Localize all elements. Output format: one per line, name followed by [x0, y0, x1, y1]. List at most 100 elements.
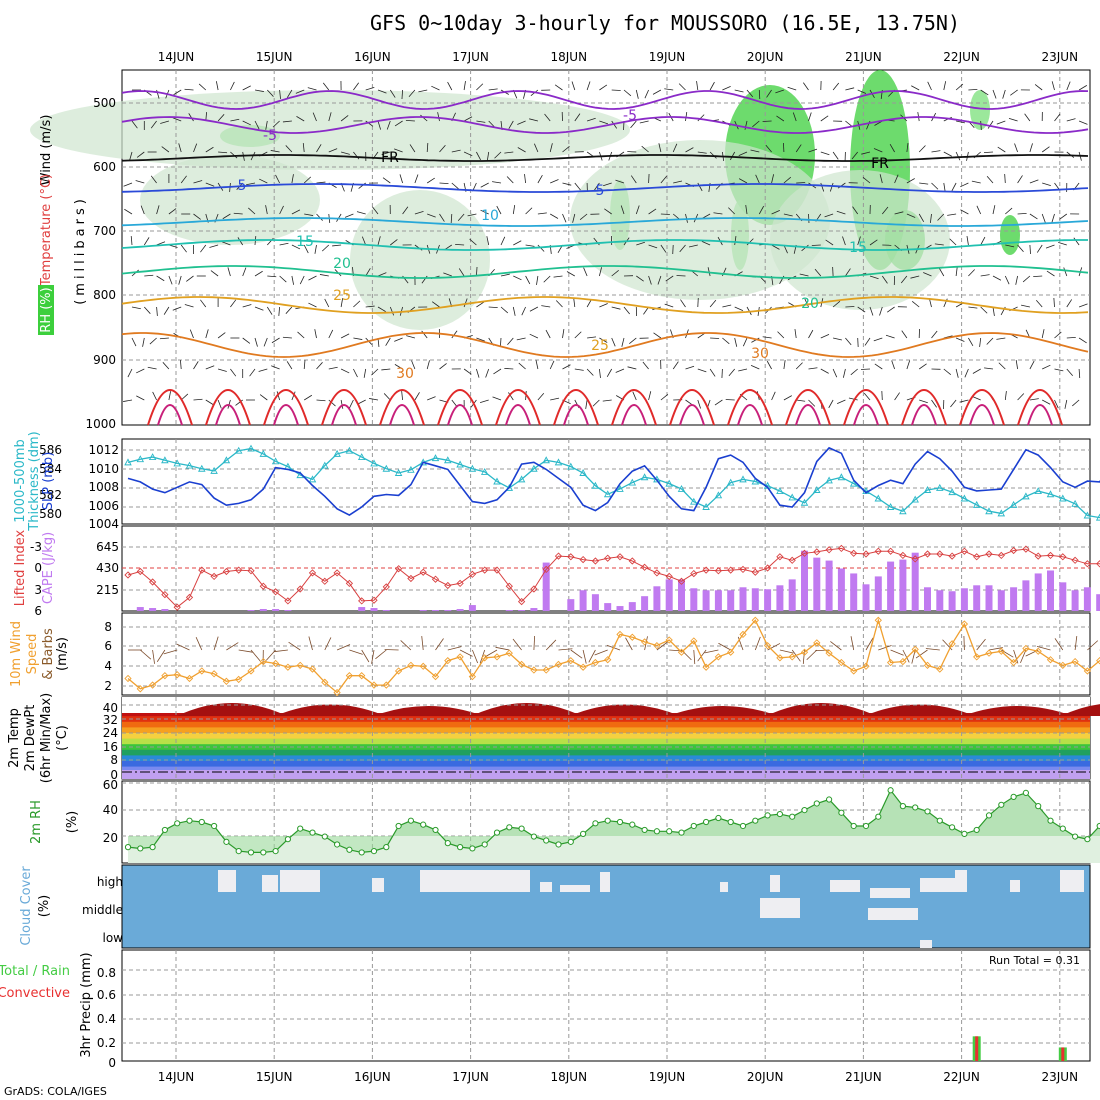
thickness-marker [148, 453, 157, 461]
cape-bar [616, 606, 624, 611]
wind-barb [1078, 368, 1081, 379]
hot-contour [795, 404, 821, 426]
wind-barb [439, 213, 445, 222]
wind-barb [321, 244, 330, 252]
cloud-clear-gap [540, 882, 552, 892]
wind-barb [1045, 244, 1055, 249]
wind-barb [997, 146, 1006, 153]
cape-bar [579, 590, 587, 611]
rh2m-marker [567, 838, 574, 845]
thickness-slp-frame [121, 438, 1091, 525]
wind-barb [304, 213, 314, 216]
wind10-barb [594, 649, 608, 656]
wind-barb [390, 239, 398, 246]
lifted-index-marker [431, 575, 440, 583]
wind-barb [353, 82, 360, 91]
cape-bar [948, 591, 956, 611]
wind-barb [937, 213, 945, 221]
rh2m-marker [346, 846, 353, 853]
cloud-label-a: Cloud Cover [19, 866, 34, 946]
top-day-label: 17JUN [452, 50, 489, 64]
warm-contour [437, 389, 483, 426]
rh2m-marker [137, 845, 144, 852]
cape-bar [468, 605, 476, 611]
rh2m-marker [1022, 789, 1030, 797]
wind-barb [385, 337, 391, 346]
cape-bar [641, 596, 649, 611]
wind-barb [709, 299, 717, 308]
lifted-index-marker [321, 577, 329, 585]
axis-tick-label: 1006 [88, 499, 119, 513]
cape-bar [1096, 594, 1100, 611]
wind-barb [808, 112, 812, 122]
wind-barb [930, 213, 932, 223]
wind-barb [611, 337, 616, 347]
wind-barb [992, 306, 995, 316]
wind-barb [976, 205, 982, 215]
wind-barb [771, 391, 776, 401]
lifted-index-marker [468, 570, 477, 578]
cape-bar [1022, 580, 1030, 611]
thickness-marker [493, 477, 501, 485]
lifted-index-marker [973, 553, 981, 561]
wind-barb [123, 182, 133, 187]
wind-barb [529, 306, 539, 312]
wind-barb [734, 306, 744, 312]
wind10-marker [247, 667, 255, 675]
axis-tick-label: 0.2 [97, 1036, 116, 1050]
precip-convective-bar [975, 1036, 979, 1061]
wind-barb [242, 120, 251, 126]
rh2m-marker [506, 824, 513, 831]
rh2m-marker [813, 800, 820, 807]
wind-barb [1029, 179, 1039, 184]
wind10-marker [148, 681, 157, 689]
wind-barb [679, 244, 686, 253]
lifted-index-marker [554, 552, 563, 560]
cape-bar [284, 610, 292, 611]
wind-barb [658, 143, 662, 153]
wind10-marker [604, 656, 612, 664]
precip-label-b: Convective [0, 986, 70, 1001]
thickness-marker [431, 454, 440, 462]
wind-barb [996, 337, 1006, 340]
thickness-marker [603, 490, 612, 498]
wind-barb [604, 208, 612, 215]
wind-barb [864, 337, 871, 346]
wind-barb [829, 182, 834, 192]
wind10-marker [321, 678, 329, 686]
thickness-marker [985, 507, 993, 515]
cloud-clear-gap [760, 898, 800, 918]
rh2m-marker [764, 812, 771, 819]
temp-band [122, 721, 1090, 728]
daily-max-hump [569, 704, 680, 716]
temp2m-label-b: 2m DewPt [23, 705, 38, 772]
lifted-index-marker [222, 567, 231, 576]
wind-barb [820, 151, 830, 156]
wind-barb [934, 243, 944, 246]
wind-barb [266, 306, 273, 315]
cape-bar [370, 608, 378, 611]
wind-barb [1054, 113, 1061, 122]
cape-bar [505, 610, 513, 611]
warm-contour [901, 389, 947, 426]
wind-barb [956, 120, 965, 124]
axis-tick-label: 1000 [85, 417, 116, 431]
wind-barb [485, 368, 490, 378]
wind10-speed-line [127, 617, 1100, 694]
lifted-index-marker [653, 569, 661, 577]
lifted-index-line [127, 547, 1100, 608]
wind-barb [980, 306, 988, 314]
wind-barb [636, 241, 645, 246]
wind-barb [254, 306, 264, 311]
wind-barb [980, 274, 990, 277]
warm-contour [727, 389, 773, 426]
wind-barb [467, 213, 477, 217]
wind-barb [414, 210, 424, 215]
rh2m-marker [457, 844, 464, 851]
thickness-marker [1009, 500, 1018, 508]
wind-barb [606, 368, 613, 377]
wind-barb [955, 83, 964, 91]
wind-barb [746, 89, 754, 98]
wind-barb [1066, 81, 1071, 91]
wind-barb [205, 146, 214, 153]
